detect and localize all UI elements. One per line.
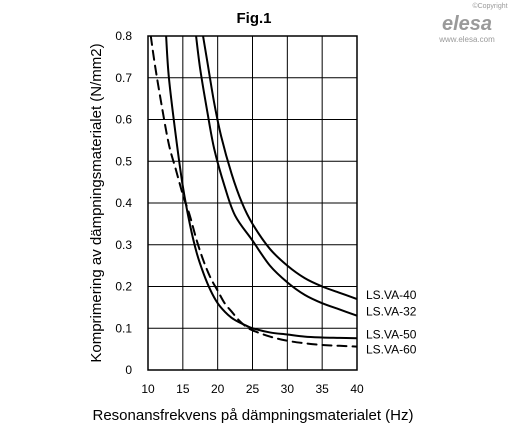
y-tick-label: 0 xyxy=(125,363,132,377)
y-tick-label: 0.2 xyxy=(115,280,132,294)
legend-label-ls-va-40: LS.VA-40 xyxy=(366,288,417,302)
plot-frame xyxy=(147,35,358,371)
y-axis-label: Komprimering av dämpningsmaterialet (N/m… xyxy=(88,43,105,362)
series-line-ls-va-60 xyxy=(149,36,357,348)
x-tick-label: 20 xyxy=(211,382,225,396)
legend-label-ls-va-32: LS.VA-32 xyxy=(366,305,417,319)
grid xyxy=(147,35,358,371)
watermark-url: www.elesa.com xyxy=(438,35,495,44)
y-tick-label: 0.3 xyxy=(115,238,132,252)
chart-title: Fig.1 xyxy=(236,10,271,27)
legend-label-ls-va-60: LS.VA-60 xyxy=(366,342,417,356)
x-tick-labels: 10 15 20 25 30 35 40 xyxy=(141,382,364,396)
y-tick-labels: 0 0.1 0.2 0.3 0.4 0.5 0.6 0.7 0.8 xyxy=(115,29,132,377)
x-tick-label: 25 xyxy=(246,382,260,396)
x-tick-label: 40 xyxy=(350,382,364,396)
watermark: ©Copyright elesa www.elesa.com xyxy=(438,2,507,44)
y-tick-label: 0.7 xyxy=(115,71,132,85)
series-line-ls-va-40 xyxy=(202,36,357,301)
x-axis-label: Resonansfrekvens på dämpningsmaterialet … xyxy=(93,407,414,424)
x-tick-label: 15 xyxy=(176,382,190,396)
x-tick-label: 10 xyxy=(141,382,155,396)
x-tick-label: 30 xyxy=(281,382,295,396)
watermark-logo: elesa xyxy=(442,13,492,35)
x-tick-label: 35 xyxy=(315,382,329,396)
y-tick-label: 0.8 xyxy=(115,29,132,43)
watermark-copyright: ©Copyright xyxy=(472,2,507,10)
series-layer xyxy=(149,36,357,348)
series-line-ls-va-50 xyxy=(165,36,357,340)
y-tick-label: 0.5 xyxy=(115,154,132,168)
y-tick-label: 0.4 xyxy=(115,196,132,210)
y-tick-label: 0.1 xyxy=(115,321,132,335)
series-line-ls-va-32 xyxy=(195,36,357,317)
y-tick-label: 0.6 xyxy=(115,113,132,127)
legend-label-ls-va-50: LS.VA-50 xyxy=(366,327,417,341)
